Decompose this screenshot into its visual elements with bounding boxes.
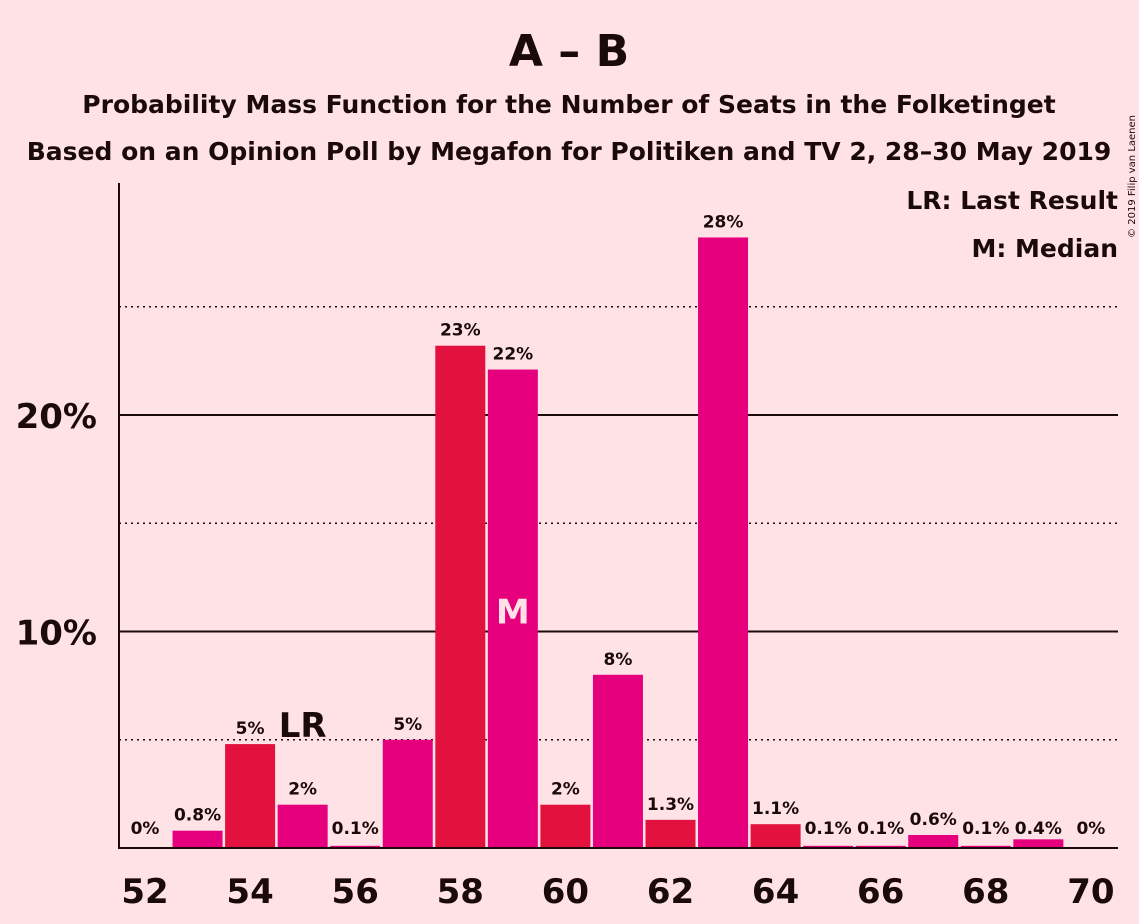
bar-value-label: 0.1%: [962, 819, 1009, 839]
last-result-marker: LR: [279, 706, 327, 746]
bar-value-label: 2%: [551, 780, 580, 800]
bar-value-label: 1.1%: [752, 799, 799, 819]
bars-group: [172, 237, 1064, 849]
bar-value-label: 5%: [393, 715, 422, 735]
bar: [382, 739, 433, 848]
bar: [540, 804, 591, 848]
bar: [277, 804, 328, 848]
bar-value-label: 1.3%: [647, 795, 694, 815]
x-tick-label: 70: [1067, 872, 1114, 912]
chart-title: A – B: [509, 26, 629, 77]
x-tick-label: 54: [226, 872, 273, 912]
x-tick-label: 62: [647, 872, 694, 912]
x-tick-label: 60: [542, 872, 589, 912]
x-tick-label: 58: [437, 872, 484, 912]
x-tick-label: 66: [857, 872, 904, 912]
bar: [698, 237, 749, 849]
bar: [592, 674, 643, 848]
bar-value-label: 23%: [440, 321, 481, 341]
bar-value-label: 28%: [703, 212, 744, 232]
bar-value-label: 0%: [1076, 819, 1105, 839]
bar: [435, 345, 486, 848]
bar-value-label: 8%: [604, 650, 633, 670]
y-tick-label: 10%: [16, 614, 97, 654]
median-marker: M: [496, 593, 530, 633]
x-tick-label: 56: [332, 872, 379, 912]
bar-value-label: 0%: [131, 819, 160, 839]
bar: [750, 824, 801, 848]
labels-group: 10% 20% 0% 0.8% 5% 2% 0.1% 5% 23% 22% 2% 8% 1.3% 28% 1…: [16, 212, 1115, 912]
bar-value-label: 0.1%: [332, 819, 379, 839]
x-tick-label: 64: [752, 872, 799, 912]
legend-last-result: LR: Last Result: [906, 186, 1118, 215]
bar: [960, 845, 1011, 848]
chart-subtitle-2: Based on an Opinion Poll by Megafon for …: [27, 137, 1112, 166]
bar-value-label: 5%: [236, 719, 265, 739]
bar-value-label: 22%: [492, 345, 533, 365]
bar: [645, 819, 696, 848]
bar-value-label: 2%: [288, 780, 317, 800]
bar: [1013, 839, 1064, 848]
bar-value-label: 0.1%: [805, 819, 852, 839]
bar: [487, 369, 538, 848]
bar: [803, 845, 854, 848]
copyright-text: © 2019 Filip van Laenen: [1127, 115, 1138, 238]
bar: [330, 845, 381, 848]
bar-value-label: 0.8%: [174, 806, 221, 826]
bar: [908, 835, 959, 848]
bar-value-label: 0.1%: [857, 819, 904, 839]
bar: [172, 830, 223, 848]
bar-value-label: 0.4%: [1015, 819, 1062, 839]
bar-value-label: 0.6%: [910, 810, 957, 830]
x-tick-label: 52: [121, 872, 168, 912]
bar: [225, 744, 276, 848]
chart-subtitle-1: Probability Mass Function for the Number…: [82, 90, 1055, 119]
x-tick-label: 68: [962, 872, 1009, 912]
axes-group: [118, 183, 1118, 849]
y-tick-label: 20%: [16, 397, 97, 437]
legend-median: M: Median: [971, 234, 1118, 263]
bar: [855, 845, 906, 848]
